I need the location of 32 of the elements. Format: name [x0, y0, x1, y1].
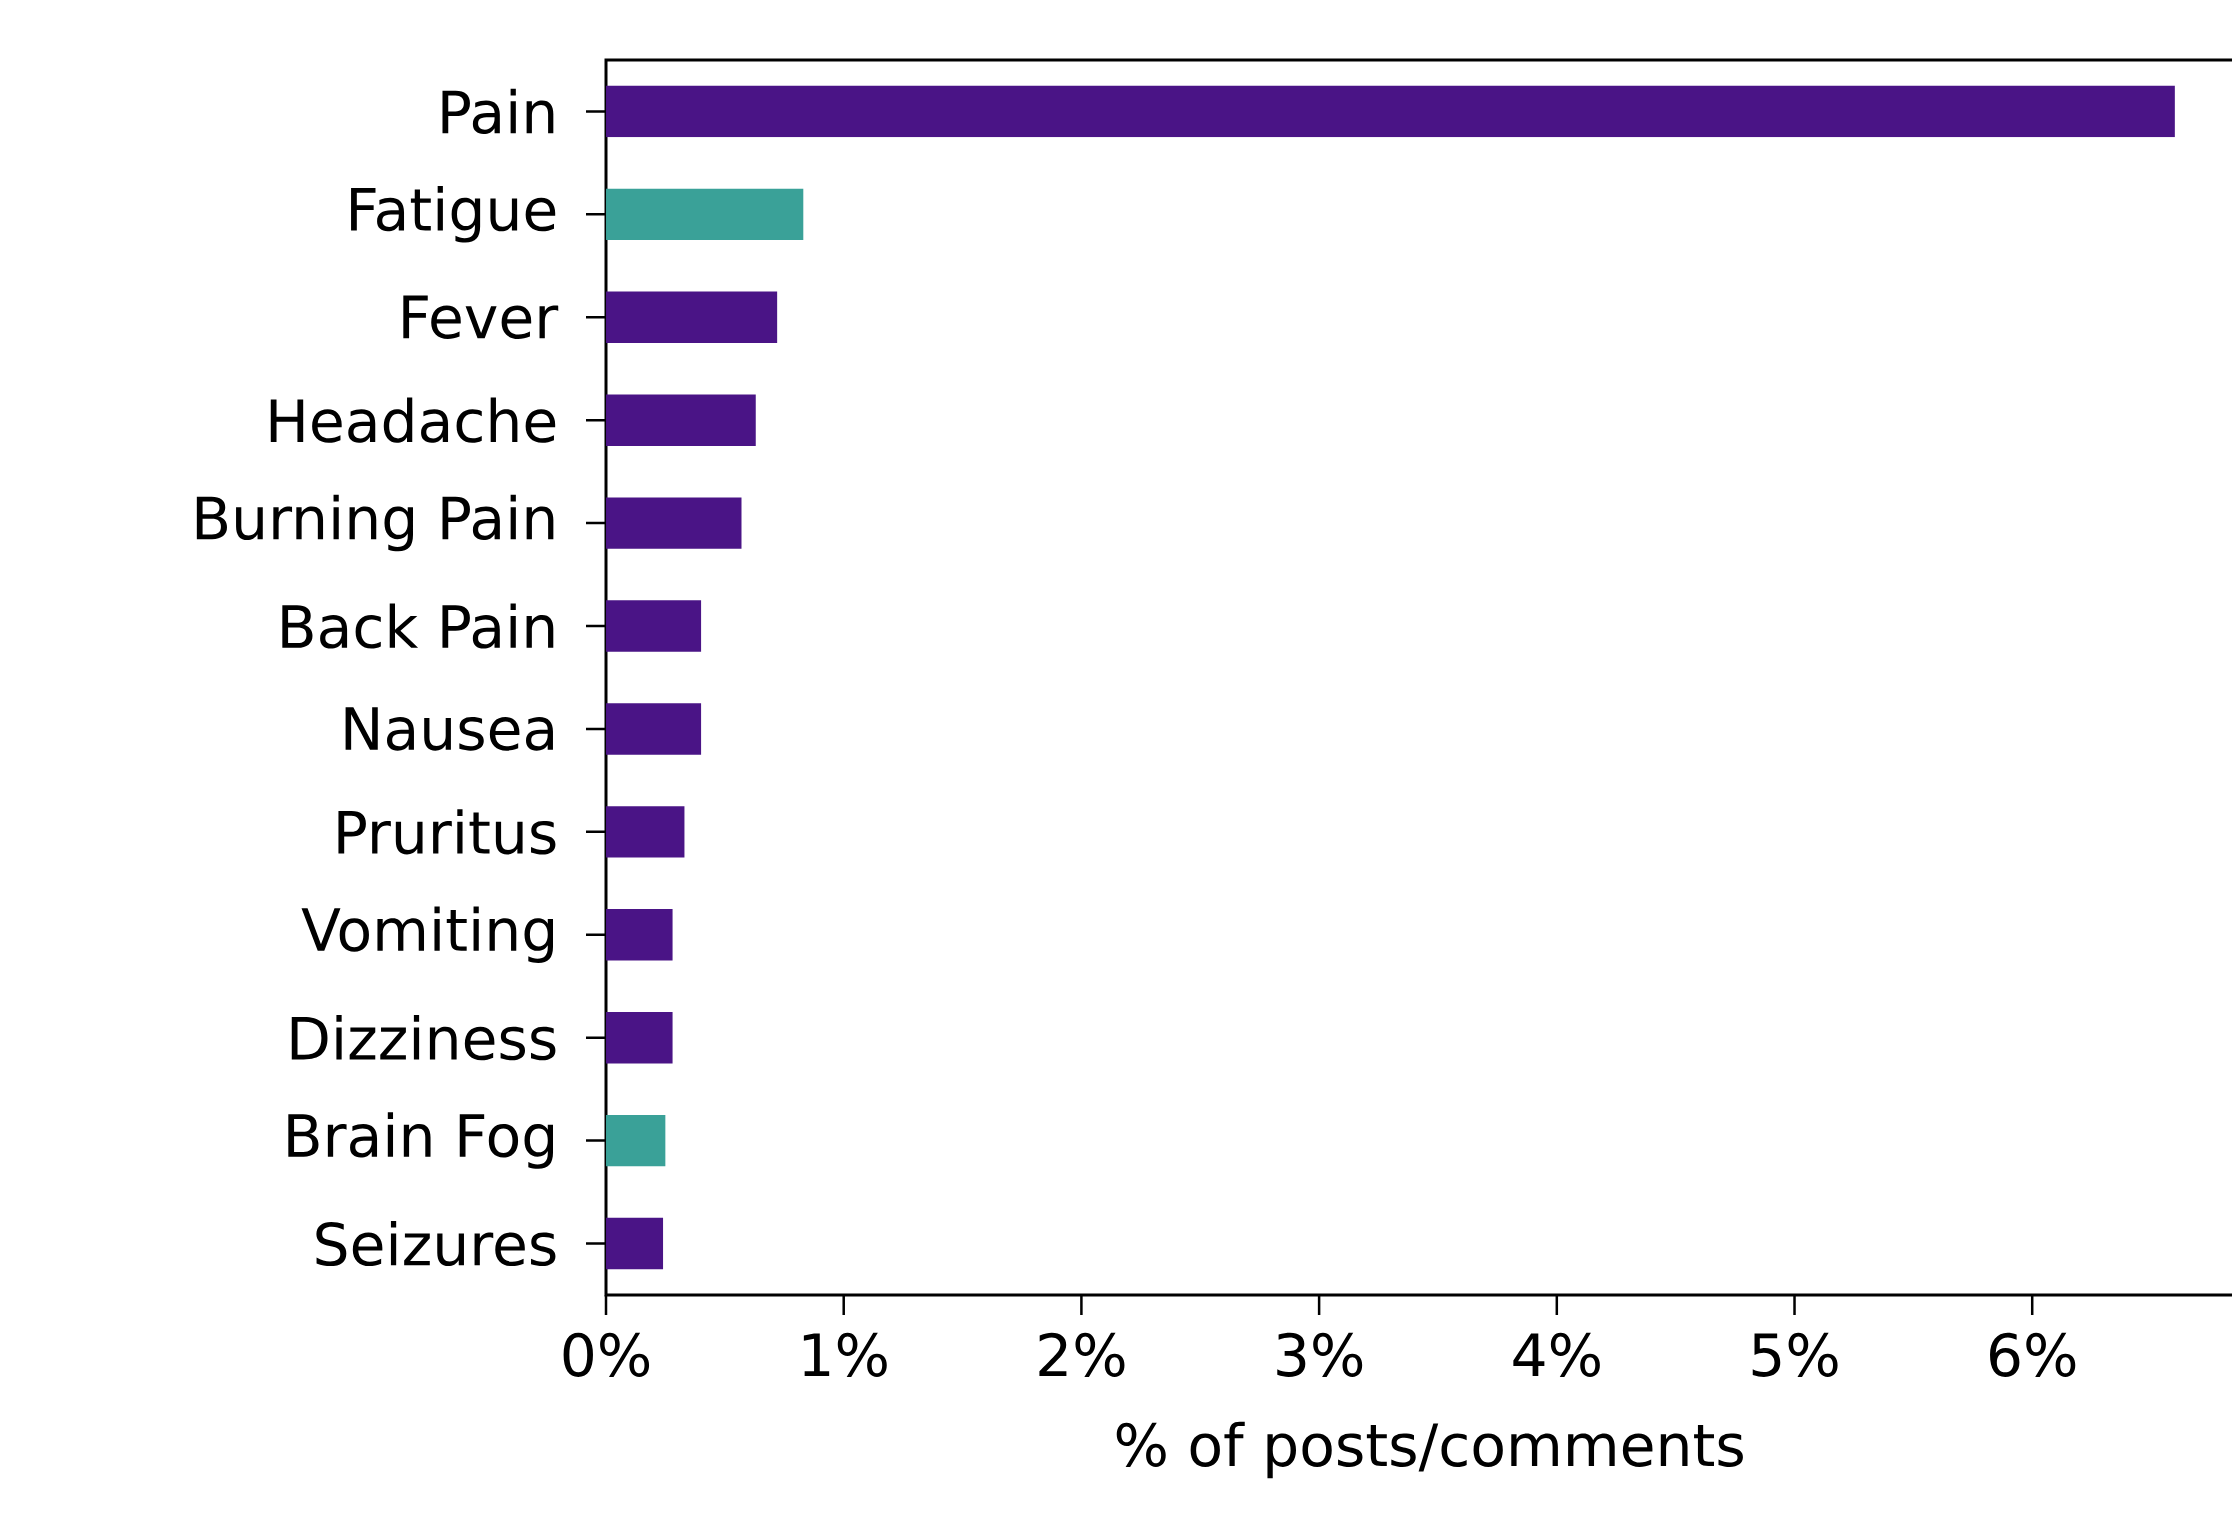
bar	[606, 806, 685, 858]
bar	[606, 1114, 666, 1167]
x-tick-label: 5%	[1752, 1332, 1838, 1377]
y-tick-label: Back Pain	[282, 603, 554, 649]
bar	[606, 1011, 673, 1064]
x-tick-label: 2%	[1039, 1332, 1125, 1377]
x-tick-label: 4%	[1513, 1332, 1600, 1377]
bar	[606, 703, 702, 755]
x-tick-label: 1%	[803, 1332, 887, 1377]
y-tick-label: Nausea	[345, 707, 553, 751]
y-tick-label: Dizziness	[291, 1015, 556, 1061]
x-axis-title: % of posts/comments	[1116, 1421, 1743, 1479]
bar	[606, 497, 742, 549]
bar	[606, 188, 804, 241]
bar	[606, 85, 2175, 138]
y-tick-label: Fatigue	[351, 186, 556, 243]
y-tick-label: Burning Pain	[196, 494, 554, 552]
bar	[606, 394, 756, 446]
bar	[606, 1217, 664, 1270]
x-tick-label: 0%	[563, 1332, 650, 1377]
bar	[606, 909, 673, 961]
bar	[606, 600, 702, 652]
y-tick-label: Pruritus	[338, 809, 556, 855]
y-tick-label: Pain	[442, 88, 554, 135]
y-tick-label: Fever	[403, 295, 559, 339]
y-tick-label: Seizures	[316, 1220, 556, 1267]
y-tick-label: Vomiting	[301, 906, 553, 964]
x-tick-label: 6%	[1990, 1332, 2076, 1377]
y-tick-label: Headache	[270, 397, 556, 443]
bar	[606, 291, 778, 344]
y-tick-label: Brain Fog	[288, 1112, 553, 1169]
x-tick-label: 3%	[1277, 1332, 1363, 1377]
